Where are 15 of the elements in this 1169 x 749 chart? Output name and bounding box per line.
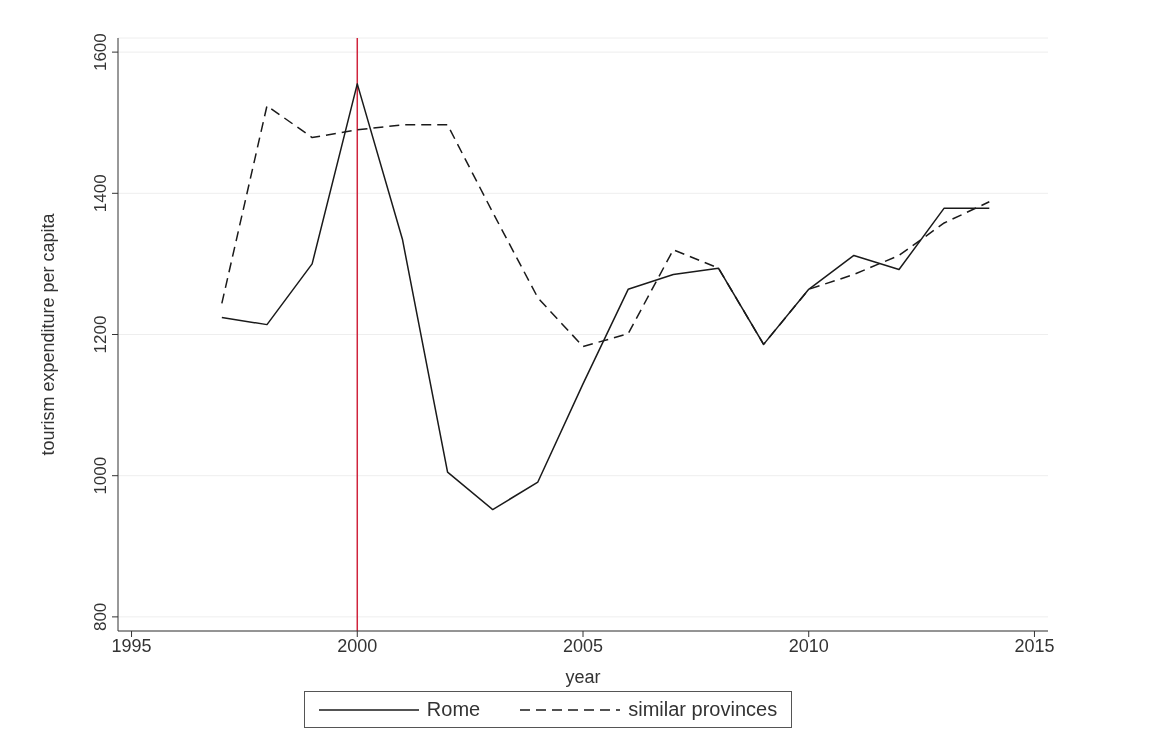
y-tick-label: 1600 bbox=[91, 33, 110, 72]
x-axis-title: year bbox=[565, 667, 601, 687]
y-tick-label: 1000 bbox=[91, 456, 110, 495]
y-tick-label: 1200 bbox=[91, 315, 110, 354]
x-tick-label: 2015 bbox=[1014, 635, 1055, 656]
x-tick-label: 2000 bbox=[337, 635, 378, 656]
legend-label: similar provinces bbox=[628, 698, 778, 721]
legend-label: Rome bbox=[426, 698, 481, 721]
x-tick-label: 2005 bbox=[562, 635, 604, 656]
x-tick-label: 1995 bbox=[111, 635, 152, 656]
y-axis-title: tourism expenditure per capita bbox=[38, 212, 59, 456]
y-tick-label: 1400 bbox=[91, 174, 110, 213]
y-tick-label: 800 bbox=[91, 602, 110, 632]
line-series bbox=[221, 83, 991, 511]
x-tick-label: 2010 bbox=[788, 635, 829, 656]
